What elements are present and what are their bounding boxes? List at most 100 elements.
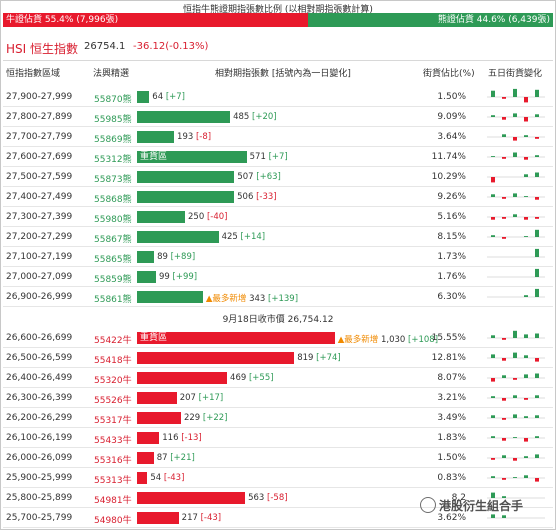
bull-row[interactable]: 26,600-26,699 55422牛 重貨區 ▲最多新增 1,030 [+108]…	[0, 328, 556, 348]
bear-row[interactable]: 27,300-27,399 55980熊 250 [-40] 5.16%	[0, 207, 556, 227]
warrant-code-link[interactable]: 55320牛	[94, 376, 132, 386]
sparkline-bar	[535, 373, 539, 378]
row-divider	[3, 226, 553, 227]
qty-number: 87	[156, 453, 171, 463]
share-percent: 8.2	[451, 493, 466, 503]
row-divider	[3, 246, 553, 247]
bear-row[interactable]: 27,800-27,899 55985熊 485 [+20] 9.09%	[0, 107, 556, 127]
sparkline-bar	[535, 288, 539, 297]
qty-bar	[137, 472, 148, 484]
strike-range: 26,100-26,199	[6, 433, 73, 443]
qty-number: 819	[297, 353, 317, 363]
warrant-code-link[interactable]: 55418牛	[94, 356, 132, 366]
warrant-code-link[interactable]: 55868熊	[94, 195, 132, 205]
share-percent: 11.74%	[431, 152, 466, 162]
sparkline-bar	[524, 456, 528, 458]
qty-bar	[137, 251, 155, 263]
index-name[interactable]: HSI 恒生指數	[6, 42, 78, 56]
warrant-code-link[interactable]: 55873熊	[94, 175, 132, 185]
strike-range: 26,900-26,999	[6, 292, 73, 302]
bull-row[interactable]: 25,800-25,899 54981牛 563 [-58] 8.2	[0, 488, 556, 508]
qty-delta: [+7]	[268, 152, 288, 162]
warrant-code-link[interactable]: 55433牛	[94, 436, 132, 446]
sparkline-bar	[491, 492, 495, 498]
share-percent: 10.29%	[431, 172, 466, 182]
bear-row[interactable]: 27,200-27,299 55867熊 425 [+14] 8.15%	[0, 227, 556, 247]
warrant-code-link[interactable]: 55316牛	[94, 456, 132, 466]
warrant-code-link[interactable]: 55980熊	[94, 215, 132, 225]
warrant-code-link[interactable]: 55867熊	[94, 235, 132, 245]
sparkline-bar	[502, 97, 506, 99]
bear-row[interactable]: 27,500-27,599 55873熊 507 [+63] 10.29%	[0, 167, 556, 187]
bear-ratio-segment: 熊證佔貨 44.6% (6,439張)	[307, 13, 553, 27]
strike-range: 26,500-26,599	[6, 353, 73, 363]
warrant-code-link[interactable]: 55312熊	[94, 155, 132, 165]
qty-value: 469 [+55]	[230, 373, 274, 383]
sparkline-bar	[524, 416, 528, 418]
sparkline-bar	[513, 395, 517, 398]
sparkline-bar	[502, 217, 506, 219]
bear-row[interactable]: 27,900-27,999 55870熊 64 [+7] 1.50%	[0, 87, 556, 107]
warrant-code-link[interactable]: 55861熊	[94, 295, 132, 305]
bull-row[interactable]: 25,900-25,999 55313牛 54 [-43] 0.83%	[0, 468, 556, 488]
bull-row[interactable]: 26,400-26,499 55320牛 469 [+55] 8.07%	[0, 368, 556, 388]
warrant-code-link[interactable]: 55526牛	[94, 396, 132, 406]
sparkline-bar	[491, 115, 495, 117]
bear-row[interactable]: 26,900-26,999 55861熊 ▲最多新增 343 [+139] 6.30%	[0, 287, 556, 307]
bull-row[interactable]: 25,700-25,799 54980牛 217 [-43] 3.62%	[0, 508, 556, 528]
warrant-code-link[interactable]: 55869熊	[94, 135, 132, 145]
strike-range: 27,200-27,299	[6, 232, 73, 242]
sparkline-bar	[535, 217, 539, 219]
bear-row[interactable]: 27,000-27,099 55859熊 99 [+99] 1.76%	[0, 267, 556, 287]
qty-value: 571 [+7]	[250, 152, 288, 162]
sparkline-bar	[513, 352, 517, 358]
bear-row[interactable]: 27,100-27,199 55865熊 89 [+89] 1.73%	[0, 247, 556, 267]
strike-range: 25,800-25,899	[6, 493, 73, 503]
warrant-code-link[interactable]: 55870熊	[94, 95, 132, 105]
qty-bar	[137, 452, 154, 464]
bear-row[interactable]: 27,400-27,499 55868熊 506 [-33] 9.26%	[0, 187, 556, 207]
strike-range: 27,000-27,099	[6, 272, 73, 282]
five-day-sparkline	[487, 436, 545, 442]
bull-row[interactable]: 26,200-26,299 55317牛 229 [+22] 3.49%	[0, 408, 556, 428]
share-percent: 3.64%	[437, 132, 466, 142]
bull-row[interactable]: 26,100-26,199 55433牛 116 [-13] 1.83%	[0, 428, 556, 448]
bull-row[interactable]: 26,300-26,399 55526牛 207 [+17] 3.21%	[0, 388, 556, 408]
qty-number: 217	[181, 513, 201, 523]
warrant-code-link[interactable]: 54980牛	[94, 516, 132, 526]
warrant-code-link[interactable]: 55985熊	[94, 115, 132, 125]
qty-value: 507 [+63]	[237, 172, 281, 182]
bull-row[interactable]: 26,000-26,099 55316牛 87 [+21] 1.50%	[0, 448, 556, 468]
row-divider	[3, 427, 553, 428]
sparkline-bar	[524, 438, 528, 442]
warrant-code-link[interactable]: 55422牛	[94, 336, 132, 346]
warrant-code-link[interactable]: 54981牛	[94, 496, 132, 506]
share-percent: 1.76%	[437, 272, 466, 282]
qty-number: 343	[249, 294, 269, 304]
qty-number: 506	[237, 192, 257, 202]
most-new-tag: ▲最多新增	[205, 294, 250, 304]
share-percent: 15.55%	[431, 333, 466, 343]
qty-delta: [-43]	[163, 473, 185, 483]
five-day-sparkline	[487, 395, 545, 401]
bear-row[interactable]: 27,700-27,799 55869熊 193 [-8] 3.64%	[0, 127, 556, 147]
warrant-code-link[interactable]: 55313牛	[94, 476, 132, 486]
qty-bar	[137, 171, 235, 183]
bear-row[interactable]: 27,600-27,699 55312熊 重貨區 571 [+7] 11.74%	[0, 147, 556, 167]
qty-bar: 重貨區	[137, 151, 247, 163]
sparkline-bar	[513, 414, 517, 418]
sparkline-bar	[524, 117, 528, 122]
share-percent: 3.49%	[437, 413, 466, 423]
sparkline-bar	[524, 174, 528, 177]
warrant-code-link[interactable]: 55865熊	[94, 255, 132, 265]
qty-delta: [-13]	[181, 433, 202, 443]
warrant-code-link[interactable]: 55859熊	[94, 275, 132, 285]
warrant-code-link[interactable]: 55317牛	[94, 416, 132, 426]
sparkline-bar	[524, 196, 528, 197]
bull-bear-ratio-bar: 牛證佔貨 55.4% (7,996張) 熊證佔貨 44.6% (6,439張)	[3, 13, 553, 27]
sparkline-bar	[535, 114, 539, 117]
bull-row[interactable]: 26,500-26,599 55418牛 819 [+74] 12.81%	[0, 348, 556, 368]
qty-value: 116 [-13]	[162, 433, 201, 443]
row-divider	[3, 166, 553, 167]
share-percent: 5.16%	[437, 212, 466, 222]
